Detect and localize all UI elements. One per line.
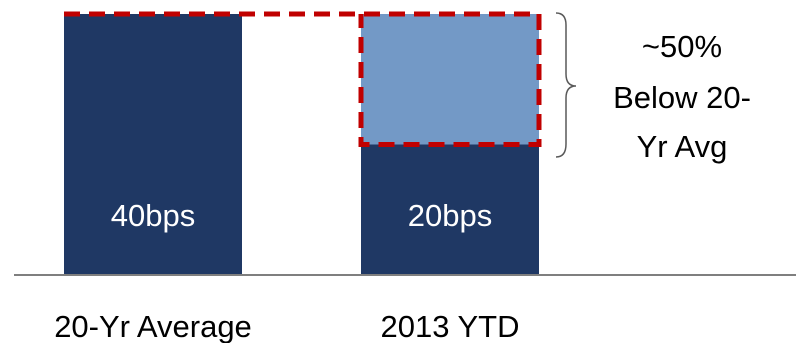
annotation-line-1: ~50% <box>642 29 722 64</box>
data-label-2013-ytd: 20bps <box>408 198 492 233</box>
x-tick-label-2013-ytd: 2013 YTD <box>380 309 519 343</box>
data-label-20yr-average: 40bps <box>111 198 195 233</box>
gap-to-average-fill <box>361 14 539 145</box>
gap-bracket <box>555 12 577 158</box>
annotation-line-3: Yr Avg <box>637 129 728 164</box>
bar-20yr-average <box>64 14 242 275</box>
x-tick-label-20yr-average: 20-Yr Average <box>54 309 252 343</box>
bar-2013-ytd <box>361 144 539 275</box>
average-level-dashed-outline <box>64 11 542 147</box>
annotation-line-2: Below 20- <box>613 80 751 115</box>
